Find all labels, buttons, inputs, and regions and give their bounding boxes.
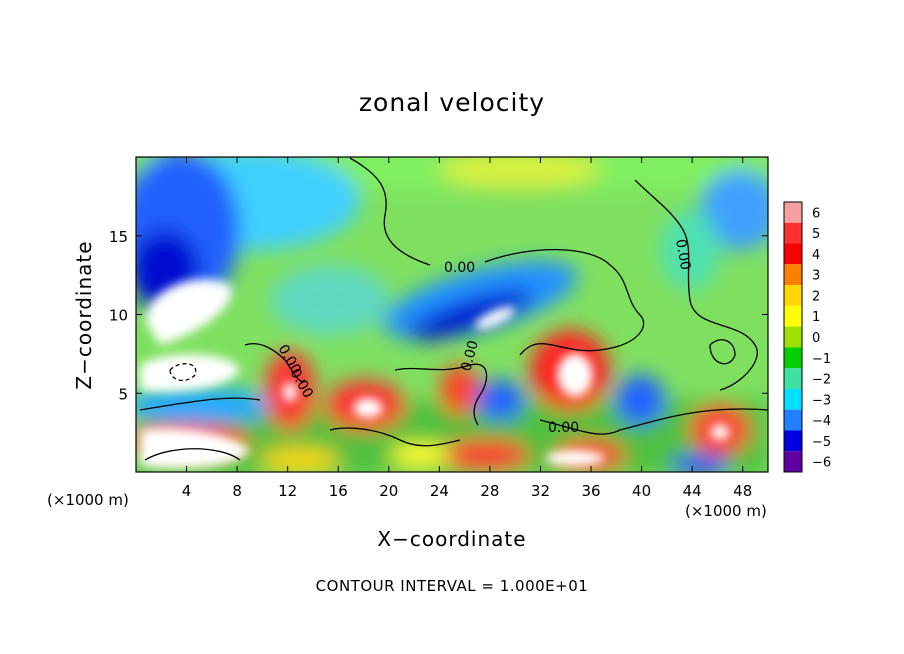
y-tick-label: 5	[118, 385, 128, 403]
colorbar-label: 6	[812, 206, 820, 221]
contour-lines	[139, 157, 768, 461]
colorbar-swatch	[784, 368, 802, 389]
contour-label-3: 0.00	[548, 420, 579, 436]
x-tick-label: 40	[632, 482, 651, 500]
colorbar-swatch	[784, 451, 802, 472]
contour-interval-note: CONTOUR INTERVAL = 1.000E+01	[315, 577, 589, 595]
x-unit-label-right: (×1000 m)	[685, 502, 767, 520]
colorbar-swatch	[784, 285, 802, 306]
contour-label-2: 0.00	[672, 238, 693, 271]
colorbar-label: −2	[812, 373, 831, 388]
colorbar-label: −3	[812, 393, 831, 408]
x-tick-label: 28	[480, 482, 499, 500]
colorbar-swatch	[784, 388, 802, 410]
colorbar-label: −5	[812, 435, 831, 450]
x-tick-label: 16	[329, 482, 348, 500]
x-tick-label: 12	[278, 482, 297, 500]
x-tick-label: 32	[531, 482, 550, 500]
colorbar-swatch	[784, 347, 802, 369]
x-tick-label: 48	[733, 482, 752, 500]
contour-label-4: 0.00	[458, 339, 482, 373]
colorbar-label: −1	[812, 352, 831, 367]
x-tick-label: 24	[430, 482, 449, 500]
x-tick-label: 44	[683, 482, 702, 500]
colorbar-swatch	[784, 243, 802, 265]
x-tick-label: 36	[581, 482, 600, 500]
heatmap-field	[136, 157, 768, 472]
x-axis-label: X−coordinate	[377, 527, 527, 551]
colorbar-swatch	[784, 264, 802, 286]
colorbar-swatch	[784, 305, 802, 327]
y-tick-label: 15	[109, 228, 128, 246]
colorbar-label: −4	[812, 414, 831, 429]
x-tick-label: 20	[379, 482, 398, 500]
colorbar-label: 5	[812, 227, 820, 242]
x-tick-label: 4	[182, 482, 192, 500]
colorbar-label: 4	[812, 248, 820, 263]
colorbar-label: 1	[812, 310, 820, 325]
colorbar-swatch	[784, 409, 802, 431]
chart-title: zonal velocity	[358, 88, 546, 117]
colorbar-swatch	[784, 202, 802, 223]
colorbar-swatch	[784, 430, 802, 452]
colorbar-label: 2	[812, 289, 820, 304]
y-tick-label: 10	[109, 307, 128, 325]
colorbar-swatch	[784, 326, 802, 348]
y-axis-ticks: 5 10 15	[109, 228, 768, 403]
x-axis-ticks: 4 8 12 16 20 24 28 32 36 40 44 48	[182, 157, 752, 500]
colorbar-swatch	[784, 222, 802, 244]
x-tick-label: 8	[232, 482, 242, 500]
colorbar-label: 3	[812, 269, 820, 284]
colorbar: 6 5 4 3 2 1 0 −1 −2 −3 −4 −5 −6	[783, 201, 831, 473]
x-unit-label-left: (×1000 m)	[47, 491, 129, 509]
colorbar-label: −6	[812, 456, 831, 471]
colorbar-frame	[783, 201, 803, 473]
colorbar-label: 0	[812, 331, 820, 346]
contour-label-1: 0.00	[444, 260, 475, 276]
